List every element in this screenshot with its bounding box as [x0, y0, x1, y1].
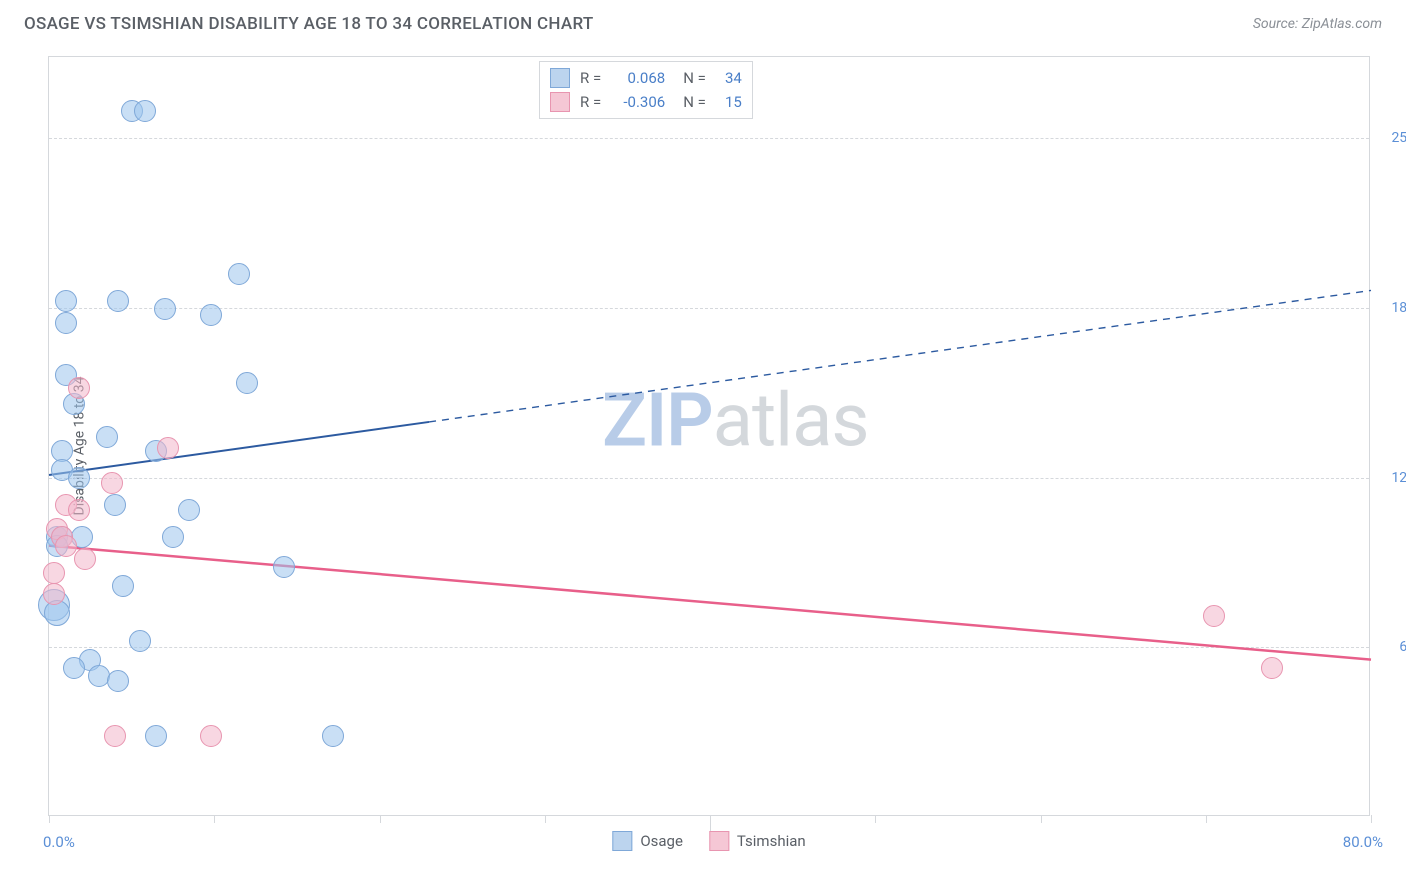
series-legend-item: Osage	[612, 831, 683, 851]
data-point	[68, 467, 90, 489]
legend-swatch	[550, 68, 570, 88]
data-point	[134, 100, 156, 122]
data-point	[200, 725, 222, 747]
correlation-legend-row: R = 0.068 N = 34	[550, 66, 742, 90]
data-point	[104, 494, 126, 516]
data-point	[55, 312, 77, 334]
data-point	[157, 437, 179, 459]
data-point	[145, 725, 167, 747]
x-axis-max-label: 80.0%	[1343, 833, 1383, 851]
data-point	[107, 670, 129, 692]
chart-title: OSAGE VS TSIMSHIAN DISABILITY AGE 18 TO …	[24, 14, 594, 34]
r-value: 0.068	[611, 69, 665, 87]
n-label: N =	[683, 93, 706, 111]
series-legend-item: Tsimshian	[709, 831, 806, 851]
scatter-points	[49, 57, 1369, 815]
data-point	[55, 535, 77, 557]
chart-source: Source: ZipAtlas.com	[1253, 16, 1382, 32]
x-axis-min-label: 0.0%	[43, 833, 75, 851]
x-tick	[214, 815, 215, 823]
data-point	[228, 263, 250, 285]
y-tick-label: 12.5%	[1375, 470, 1406, 486]
data-point	[68, 377, 90, 399]
data-point	[162, 526, 184, 548]
y-tick-label: 6.3%	[1375, 639, 1406, 655]
n-value: 15	[716, 93, 742, 111]
data-point	[154, 298, 176, 320]
data-point	[68, 499, 90, 521]
data-point	[104, 725, 126, 747]
data-point	[43, 583, 65, 605]
correlation-legend-row: R = -0.306 N = 15	[550, 90, 742, 114]
data-point	[74, 548, 96, 570]
x-tick	[710, 815, 711, 831]
data-point	[322, 725, 344, 747]
chart-header: OSAGE VS TSIMSHIAN DISABILITY AGE 18 TO …	[24, 14, 1382, 34]
data-point	[96, 426, 118, 448]
source-prefix: Source:	[1253, 16, 1302, 32]
data-point	[63, 657, 85, 679]
data-point	[1261, 657, 1283, 679]
series-legend-label: Tsimshian	[737, 832, 806, 850]
data-point	[273, 556, 295, 578]
source-name: ZipAtlas.com	[1302, 16, 1382, 32]
x-tick	[1041, 815, 1042, 823]
x-tick	[545, 815, 546, 823]
data-point	[107, 290, 129, 312]
data-point	[55, 290, 77, 312]
x-tick	[875, 815, 876, 823]
r-label: R =	[580, 69, 601, 87]
legend-swatch	[709, 831, 729, 851]
series-legend: Osage Tsimshian	[612, 831, 805, 851]
x-tick	[380, 815, 381, 823]
x-tick	[1206, 815, 1207, 823]
legend-swatch	[550, 92, 570, 112]
y-tick-label: 18.8%	[1375, 300, 1406, 316]
n-value: 34	[716, 69, 742, 87]
n-label: N =	[683, 69, 706, 87]
legend-swatch	[612, 831, 632, 851]
chart-container: OSAGE VS TSIMSHIAN DISABILITY AGE 18 TO …	[0, 0, 1406, 892]
r-value: -0.306	[611, 93, 665, 111]
data-point	[1203, 605, 1225, 627]
y-tick-label: 25.0%	[1375, 130, 1406, 146]
x-tick	[1371, 815, 1372, 823]
data-point	[112, 575, 134, 597]
data-point	[88, 665, 110, 687]
series-legend-label: Osage	[640, 832, 683, 850]
data-point	[101, 472, 123, 494]
r-label: R =	[580, 93, 601, 111]
x-tick	[49, 815, 50, 823]
data-point	[129, 630, 151, 652]
data-point	[178, 499, 200, 521]
data-point	[236, 372, 258, 394]
data-point	[43, 562, 65, 584]
correlation-legend: R = 0.068 N = 34 R = -0.306 N = 15	[539, 61, 753, 119]
data-point	[200, 304, 222, 326]
plot-area: 25.0%18.8%12.5%6.3% ZIPatlas R =0.068N =…	[48, 56, 1370, 816]
